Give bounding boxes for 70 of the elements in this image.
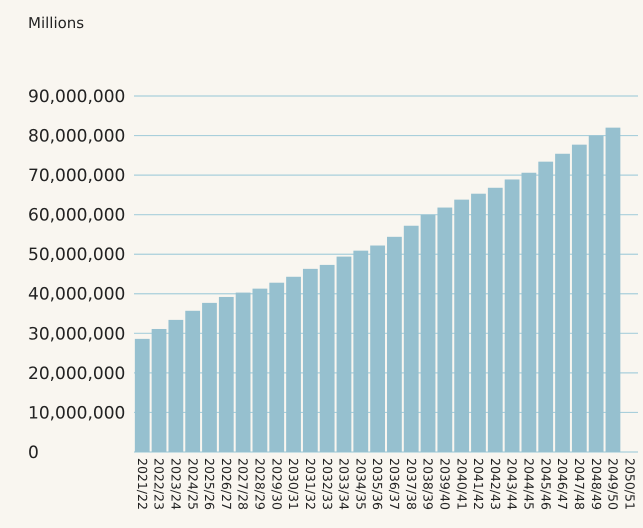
y-tick-label: 10,000,000	[28, 403, 126, 424]
bar	[437, 208, 452, 452]
y-tick-label: 30,000,000	[28, 324, 126, 344]
x-tick-label: 2045/46	[538, 458, 554, 510]
x-tick-label: 2047/48	[572, 458, 587, 510]
x-tick-label: 2043/44	[504, 458, 520, 510]
bar	[370, 246, 385, 452]
bar	[218, 296, 234, 452]
x-tick-label: 2041/42	[471, 458, 486, 510]
bar	[236, 292, 250, 452]
bar	[168, 320, 184, 452]
y-axis-title: Millions	[28, 14, 84, 32]
x-tick-label: 2044/45	[522, 458, 537, 510]
x-tick-label: 2028/29	[252, 458, 268, 510]
bar	[269, 282, 284, 452]
y-tick-label: 20,000,000	[28, 364, 126, 384]
bar	[420, 214, 436, 452]
y-tick-label: 0	[28, 442, 39, 463]
bar	[134, 338, 150, 452]
bar	[387, 236, 402, 452]
bar	[185, 310, 200, 452]
x-tick-label: 2039/40	[437, 458, 452, 510]
x-tick-label: 2040/41	[454, 458, 470, 510]
bar	[286, 276, 301, 452]
bar	[336, 256, 352, 452]
x-tick-label: 2023/24	[168, 458, 184, 510]
x-tick-label: 2030/31	[286, 458, 302, 510]
bar	[152, 328, 166, 452]
bar	[353, 250, 368, 452]
x-tick-label: 2049/50	[606, 458, 621, 510]
x-tick-label: 2029/30	[269, 458, 284, 510]
bar	[538, 162, 554, 452]
bar	[252, 288, 268, 452]
bar	[606, 128, 620, 452]
x-tick-label: 2033/34	[336, 458, 352, 510]
bar	[588, 136, 604, 452]
bar	[471, 194, 486, 452]
bar	[572, 144, 587, 452]
x-tick-label: 2025/26	[202, 458, 218, 510]
y-tick-label: 70,000,000	[28, 166, 126, 186]
x-tick-label: 2037/38	[404, 458, 419, 510]
bar	[454, 200, 470, 452]
x-tick-label: 2048/49	[588, 458, 604, 510]
x-tick-label: 2034/35	[353, 458, 368, 510]
bar	[488, 188, 503, 452]
x-tick-label: 2024/25	[185, 458, 200, 510]
x-tick-label: 2035/36	[370, 458, 386, 510]
y-tick-label: 90,000,000	[28, 86, 126, 107]
x-tick-label: 2046/47	[555, 458, 570, 510]
x-tick-label: 2027/28	[236, 458, 251, 510]
y-tick-label: 40,000,000	[28, 284, 126, 305]
x-tick-label: 2021/22	[134, 458, 150, 510]
bar	[404, 226, 419, 452]
y-tick-label: 50,000,000	[28, 245, 126, 266]
bar	[522, 172, 536, 452]
x-tick-label: 2026/27	[218, 458, 234, 510]
x-tick-label: 2038/39	[420, 458, 436, 510]
y-tick-label: 60,000,000	[28, 206, 126, 226]
x-tick-label: 2036/37	[387, 458, 402, 510]
bar	[320, 264, 335, 452]
x-tick-label: 2022/23	[152, 458, 167, 510]
x-tick-label: 2042/43	[488, 458, 503, 510]
bar	[555, 154, 570, 452]
y-tick-label: 80,000,000	[28, 126, 126, 147]
bar	[302, 268, 318, 452]
x-tick-label: 2031/32	[302, 458, 318, 510]
x-tick-label: 2032/33	[320, 458, 335, 510]
bar	[504, 179, 520, 452]
bar	[202, 302, 217, 452]
x-tick-label: 2050/51	[622, 458, 638, 510]
